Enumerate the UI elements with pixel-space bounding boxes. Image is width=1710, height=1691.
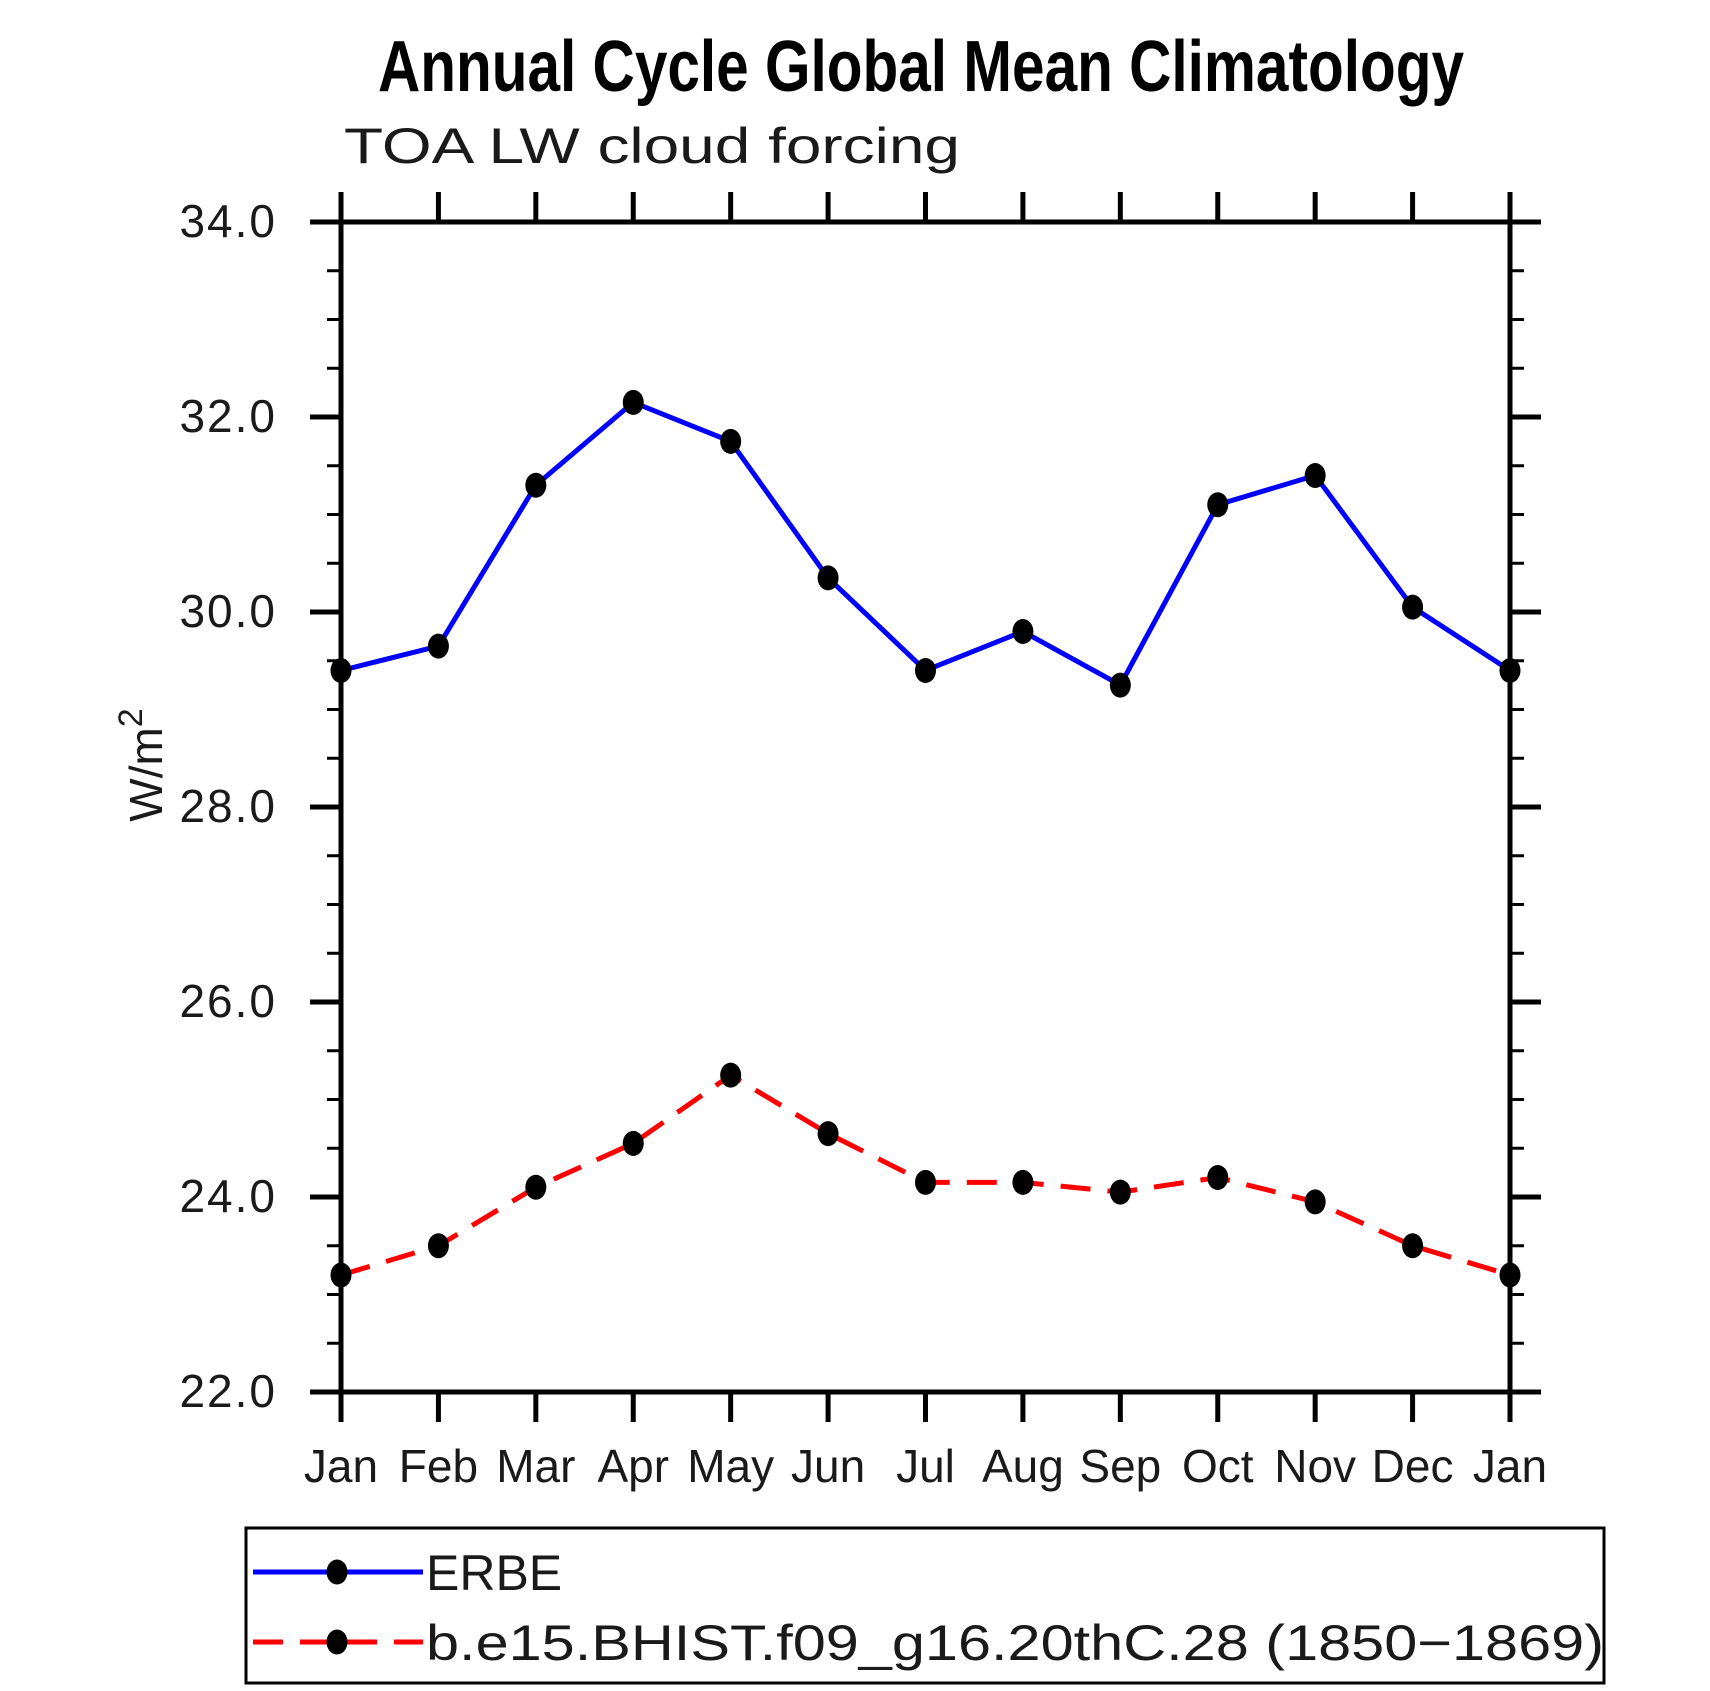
axes: 34.0 32.0 30.0 28.0 26.0 24.0 22.0 Jan Feb Mar Apr… xyxy=(179,192,1547,1492)
series-1-marker xyxy=(720,1062,742,1088)
series-0-marker xyxy=(1304,463,1326,488)
series-0-marker xyxy=(427,633,449,659)
series-1-marker xyxy=(330,1262,352,1288)
series-1-marker xyxy=(1207,1165,1229,1190)
series-0-marker xyxy=(1012,619,1034,644)
x-tick-label: Nov xyxy=(1274,1440,1356,1492)
y-axis-label: W/m2 xyxy=(112,708,172,821)
series-1-marker xyxy=(1402,1233,1424,1259)
legend-marker-erbe-icon xyxy=(326,1559,348,1585)
x-tick-label: May xyxy=(687,1440,774,1492)
y-tick-label: 34.0 xyxy=(179,195,277,247)
series-0-marker xyxy=(817,565,839,591)
series-line-0 xyxy=(340,399,1512,689)
x-tick-label: Jul xyxy=(896,1440,955,1492)
x-tick-label: Feb xyxy=(399,1440,478,1492)
legend-marker-model-icon xyxy=(326,1629,348,1655)
series-group xyxy=(330,389,1521,1288)
plot-frame xyxy=(338,219,1513,1395)
y-tick-label: 24.0 xyxy=(179,1170,277,1222)
series-0-marker xyxy=(1109,672,1131,698)
y-axis-label-base: W/m xyxy=(120,727,172,822)
x-tick-label: Aug xyxy=(982,1440,1064,1492)
x-tick-label: Mar xyxy=(496,1440,575,1492)
legend: ERBE b.e15.BHIST.f09_g16.20thC.28 (1850−… xyxy=(244,1526,1606,1685)
series-1-marker xyxy=(1499,1262,1521,1288)
x-tick-label: Jan xyxy=(304,1440,378,1492)
series-0-marker xyxy=(1499,658,1521,683)
series-0-marker xyxy=(622,389,644,415)
series-1-marker xyxy=(1109,1179,1131,1205)
series-1-marker xyxy=(1304,1189,1326,1215)
y-tick-label: 32.0 xyxy=(179,390,277,442)
legend-label-erbe: ERBE xyxy=(426,1545,562,1601)
y-axis-label-exponent: 2 xyxy=(112,708,150,727)
series-0-marker xyxy=(330,658,352,683)
x-tick-label: Apr xyxy=(597,1440,669,1492)
series-0-marker xyxy=(525,472,547,498)
series-1-marker xyxy=(915,1169,936,1195)
series-0-marker xyxy=(1207,492,1229,518)
x-tick-label: Dec xyxy=(1372,1440,1454,1492)
chart-title: Annual Cycle Global Mean Climatology xyxy=(378,27,1464,107)
x-tick-label: Jun xyxy=(791,1440,865,1492)
series-0-marker xyxy=(720,428,742,454)
series-1-marker xyxy=(817,1121,839,1147)
chart-subtitle: TOA LW cloud forcing xyxy=(344,118,960,174)
y-tick-label: 26.0 xyxy=(179,975,277,1027)
legend-label-model: b.e15.BHIST.f09_g16.20thC.28 (1850−1869) xyxy=(426,1615,1604,1671)
series-1-marker xyxy=(1012,1169,1034,1195)
series-1-marker xyxy=(525,1174,547,1200)
series-1-marker xyxy=(427,1233,449,1259)
series-0-marker xyxy=(915,658,936,683)
x-tick-label: Sep xyxy=(1079,1440,1161,1492)
y-tick-label: 30.0 xyxy=(179,585,277,637)
y-tick-label: 28.0 xyxy=(179,780,277,832)
x-tick-label: Jan xyxy=(1473,1440,1547,1492)
x-tick-label: Oct xyxy=(1182,1440,1254,1492)
series-0-marker xyxy=(1402,594,1424,620)
legend-box xyxy=(244,1526,1606,1685)
y-tick-label: 22.0 xyxy=(179,1365,277,1417)
series-1-marker xyxy=(622,1130,644,1156)
